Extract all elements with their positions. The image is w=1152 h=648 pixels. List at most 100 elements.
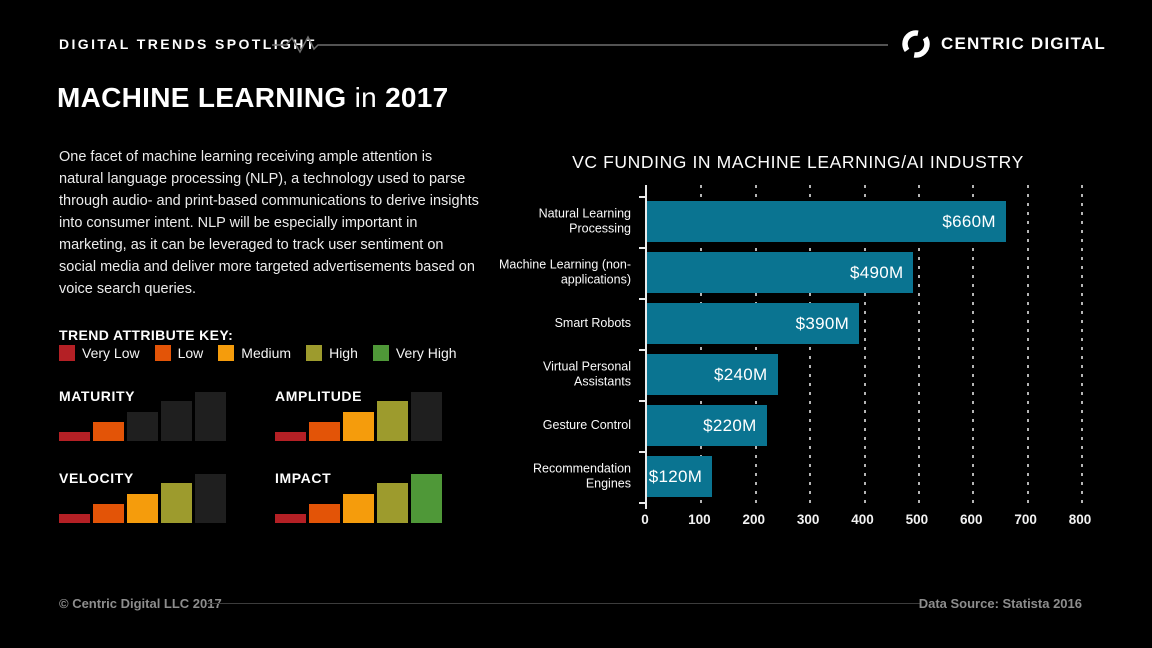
attribute-chart-bars [59,474,226,523]
level-bar-active [59,432,90,441]
level-bar-inactive [411,392,442,441]
x-axis-label: 800 [1068,512,1092,527]
category-label: Machine Learning (non-applications) [498,256,631,287]
attribute-chart-amplitude: AMPLITUDE [275,388,442,441]
title-connector: in [354,82,377,113]
data-source-text: Data Source: Statista 2016 [918,596,1082,611]
legend-item: High [306,345,358,361]
level-bar-active [161,483,192,523]
level-bar-active [411,474,442,523]
funding-bar: $120M [647,456,713,497]
x-axis-label: 300 [796,512,820,527]
gridline-300 [809,185,812,509]
trend-key-legend: Very Low Low Medium High Very High [59,345,457,361]
legend-item: Very High [372,345,457,361]
level-bar-active [343,494,374,523]
y-axis-tick [639,349,645,351]
centric-digital-logo-icon [902,30,930,58]
level-bar-active [93,422,124,441]
level-bar-active [309,504,340,523]
copyright-text: © Centric Digital LLC 2017 [59,596,222,611]
attribute-chart-velocity: VELOCITY [59,470,226,523]
category-label: Gesture Control [542,417,631,432]
vc-funding-chart: $660M $490M $390M $240M $220M $120M [639,185,1083,509]
medium-swatch [218,345,235,361]
level-bar-active [59,514,90,523]
x-axis-label: 200 [742,512,766,527]
funding-bar-value: $240M [714,364,768,384]
x-axis-label: 700 [1014,512,1037,527]
y-axis-tick [639,400,645,402]
funding-bar: $660M [647,201,1006,242]
legend-label: Low [177,345,204,361]
y-axis-tick [639,247,645,249]
funding-bar: $490M [647,252,914,293]
category-label: Recommendation Engines [533,460,631,491]
funding-bar: $240M [647,354,778,395]
attribute-chart-title: AMPLITUDE [275,388,363,404]
level-bar-active [275,514,306,523]
level-bar-active [377,401,408,441]
funding-bar-value: $120M [648,466,703,486]
high-swatch [306,345,323,361]
trend-key-title: TREND ATTRIBUTE KEY: [59,327,234,343]
funding-bar-value: $490M [849,262,904,282]
legend-item: Medium [218,345,291,361]
attribute-chart-bars [59,392,226,441]
intro-paragraph: One facet of machine learning receiving … [59,149,479,297]
title-year: 2017 [385,82,449,113]
attribute-chart-impact: IMPACT [275,470,442,523]
level-bar-inactive [195,474,226,523]
attribute-chart-bars [275,474,442,523]
gridline-500 [917,185,920,509]
level-bar-active [93,504,124,523]
level-bar-inactive [195,392,226,441]
chart-title: VC FUNDING IN MACHINE LEARNING/AI INDUST… [572,152,1024,172]
brand-name: CENTRIC DIGITAL [941,34,1107,53]
low-swatch [154,345,171,361]
level-bar-active [343,412,374,441]
x-axis-label: 400 [851,512,874,527]
category-label: Natural Learning Processing [538,205,631,236]
funding-bar-value: $660M [942,211,996,231]
gridline-400 [863,185,866,509]
attribute-chart-maturity: MATURITY [59,388,226,441]
level-bar-inactive [127,412,158,441]
gridline-100 [700,185,703,509]
x-axis-label: 600 [959,512,983,527]
x-axis-label: 0 [641,512,649,527]
attribute-charts: MATURITY AMPLITUDE VELOCITY IMPACT [59,388,442,523]
legend-item: Low [154,345,204,361]
very-high-swatch [372,345,389,361]
chart-x-axis: 0 100 200 300 400 500 600 700 800 [641,512,1091,530]
gridline-800 [1081,185,1083,509]
y-axis-tick [639,502,645,504]
x-axis-label: 500 [905,512,929,527]
eyebrow-title: DIGITAL TRENDS SPOTLIGHT [59,36,317,52]
funding-bar-value: $390M [795,313,850,333]
level-bar-active [377,483,408,523]
brand-logo: CENTRIC DIGITAL [900,28,1106,60]
gridline-200 [754,185,757,509]
gridline-600 [972,185,975,509]
category-label: Virtual Personal Assistants [542,358,631,389]
funding-bar-value: $220M [703,415,757,435]
y-axis-tick [639,298,645,300]
y-axis-tick [639,451,645,453]
legend-label: Medium [241,345,292,361]
category-label: Smart Robots [554,315,631,330]
funding-bar: $390M [647,303,860,344]
x-axis-label: 100 [688,512,711,527]
level-bar-active [309,422,340,441]
legend-item: Very Low [59,345,140,361]
footer-divider [207,603,920,604]
legend-label: Very High [395,345,457,361]
title-main: MACHINE LEARNING [57,82,347,113]
heartbeat-line-decoration [272,35,888,54]
page-title: MACHINE LEARNING in 2017 [57,82,449,114]
y-axis-tick [639,196,645,198]
level-bar-active [127,494,158,523]
funding-bar: $220M [647,405,767,446]
very-low-swatch [59,345,75,361]
